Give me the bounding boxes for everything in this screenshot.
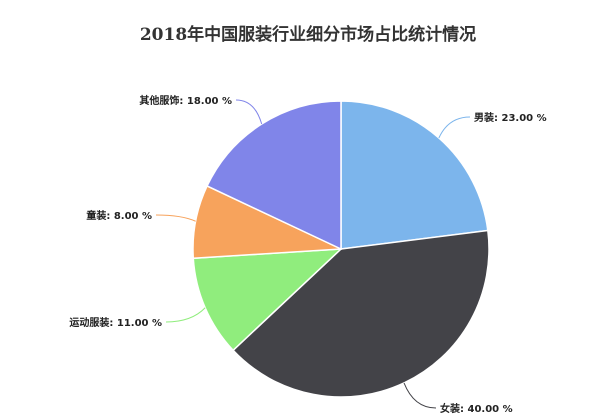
data-label-3: 童装: 8.00 % xyxy=(86,209,152,222)
data-label-0: 男装: 23.00 % xyxy=(474,111,547,124)
pie-slice-4 xyxy=(206,100,342,251)
pie-slice-2 xyxy=(192,248,344,352)
chart-title: 2018年中国服装行业细分市场占比统计情况 xyxy=(140,24,476,45)
connector-line-2 xyxy=(165,307,206,323)
connector-line-0 xyxy=(438,116,471,139)
data-label-1: 女装: 40.00 % xyxy=(440,402,513,415)
data-label-4: 其他服饰: 18.00 % xyxy=(139,94,232,107)
connector-line-1 xyxy=(403,382,437,409)
connector-line-3 xyxy=(155,214,196,222)
pie-slice-1 xyxy=(232,229,490,398)
data-label-2: 运动服装: 11.00 % xyxy=(69,316,162,329)
connector-line-4 xyxy=(235,99,263,125)
pie-slice-0 xyxy=(340,100,489,250)
